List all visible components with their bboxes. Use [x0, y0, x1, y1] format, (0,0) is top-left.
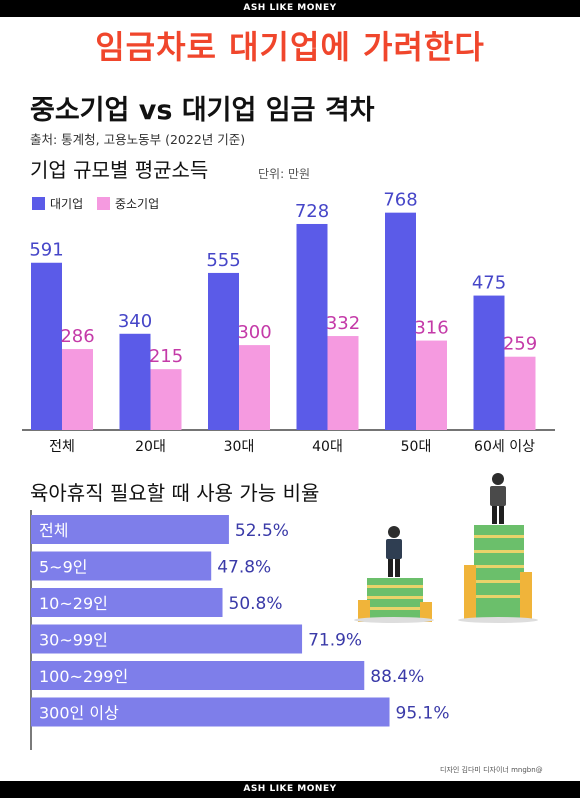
hbar-4	[31, 661, 365, 690]
value-label-small-4: 316	[414, 318, 448, 339]
tall-money-stack-illustration	[458, 525, 538, 623]
chart2-title: 육아휴직 필요할 때 사용 가능 비율	[30, 481, 319, 505]
legend-item-small: 중소기업	[96, 195, 160, 212]
bar-large-3	[296, 223, 328, 430]
bar-large-1	[119, 333, 151, 430]
chart1-title: 기업 규모별 평균소득	[30, 158, 209, 182]
bar-small-4	[416, 340, 447, 430]
value-label-large-5: 475	[472, 273, 506, 294]
value-label-large-4: 768	[383, 190, 417, 211]
bar-small-1	[150, 369, 182, 430]
bar-large-0	[31, 262, 62, 430]
chart1-legend: 대기업 중소기업	[32, 195, 169, 213]
category-label-1: 20대	[135, 439, 166, 455]
value-label-large-3: 728	[295, 201, 329, 222]
person-large-icon	[490, 473, 506, 524]
hbar-value-1: 47.8%	[217, 558, 271, 578]
hbar-category-2: 10~29인	[39, 594, 108, 613]
value-label-small-2: 300	[237, 322, 271, 343]
bar-small-2	[239, 345, 270, 430]
value-label-small-3: 332	[326, 313, 360, 334]
hbar-category-3: 30~99인	[39, 631, 108, 650]
category-label-5: 60세 이상	[474, 439, 535, 455]
value-label-large-2: 555	[206, 250, 240, 271]
bar-small-5	[504, 356, 536, 430]
category-label-3: 40대	[312, 439, 343, 455]
legend-swatch-large	[32, 197, 45, 210]
hbar-value-3: 71.9%	[308, 631, 362, 651]
hbar-value-2: 50.8%	[229, 594, 283, 614]
brand-label-bottom: ASH LIKE MONEY	[243, 784, 337, 794]
chart1-unit: 단위: 만원	[258, 167, 311, 181]
legend-label-large: 대기업	[50, 197, 84, 211]
value-label-large-1: 340	[118, 311, 152, 332]
value-label-small-5: 259	[503, 334, 537, 355]
hbar-3	[31, 624, 303, 654]
category-label-0: 전체	[49, 439, 75, 455]
hbar-2	[31, 588, 223, 617]
legend-swatch-small	[96, 197, 110, 210]
hbar-5	[31, 697, 390, 727]
headline: 임금차로 대기업에 가려한다	[95, 28, 485, 66]
category-label-4: 50대	[401, 439, 432, 455]
bar-large-4	[385, 212, 416, 430]
value-label-small-0: 286	[60, 326, 94, 347]
bar-large-5	[473, 295, 505, 430]
person-small-icon	[386, 526, 402, 577]
value-label-small-1: 215	[149, 346, 183, 367]
legend-item-large: 대기업	[32, 195, 83, 212]
hbar-value-5: 95.1%	[396, 704, 450, 724]
hbar-value-0: 52.5%	[235, 521, 289, 541]
bar-small-0	[62, 349, 93, 430]
bottom-brand-bar: ASH LIKE MONEY	[0, 781, 580, 798]
legend-label-small: 중소기업	[114, 197, 160, 211]
source-note: 출처: 통계청, 고용노동부 (2022년 기준)	[30, 132, 246, 147]
category-label-2: 30대	[224, 439, 255, 455]
hbar-0	[31, 515, 229, 544]
bar-large-2	[208, 272, 239, 430]
top-brand-bar: ASH LIKE MONEY	[0, 0, 580, 17]
designer-credit: 디자인 김다미 디자이너 mngbn@	[440, 766, 543, 774]
bar-small-3	[327, 336, 359, 430]
income-bar-chart: 591 286 전체 340 215 20대 555 300 30대 728 332 40대 768 31…	[22, 190, 555, 455]
value-label-large-0: 591	[29, 240, 63, 261]
page-title: 중소기업 vs 대기업 임금 격차	[30, 95, 375, 126]
hbar-category-1: 5~9인	[39, 558, 88, 577]
small-money-stack-illustration	[354, 578, 434, 623]
brand-label-top: ASH LIKE MONEY	[243, 3, 337, 13]
hbar-category-0: 전체	[39, 521, 68, 540]
hbar-value-4: 88.4%	[370, 667, 424, 687]
hbar-category-4: 100~299인	[39, 667, 128, 686]
hbar-category-5: 300인 이상	[39, 704, 119, 723]
hbar-1	[31, 551, 212, 581]
